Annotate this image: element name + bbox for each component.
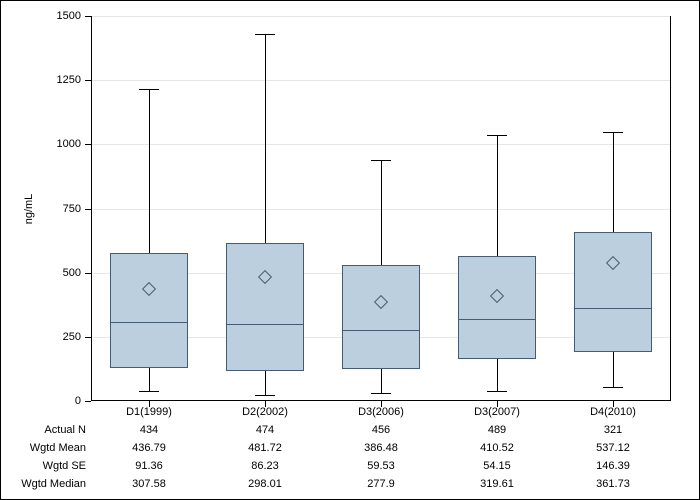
whisker-upper bbox=[613, 132, 614, 232]
x-category-label: D3(2006) bbox=[358, 406, 404, 418]
y-tick-label: 1000 bbox=[1, 138, 81, 150]
table-cell: 537.12 bbox=[596, 442, 630, 454]
whisker-cap-lower bbox=[139, 391, 159, 392]
whisker-upper bbox=[497, 135, 498, 256]
median-line bbox=[458, 319, 536, 320]
y-tick-label: 500 bbox=[1, 267, 81, 279]
x-category-label: D1(1999) bbox=[126, 406, 172, 418]
whisker-cap-upper bbox=[139, 89, 159, 90]
y-tick-mark bbox=[85, 273, 91, 274]
y-tick-mark bbox=[85, 16, 91, 17]
y-tick-mark bbox=[85, 209, 91, 210]
whisker-upper bbox=[265, 34, 266, 243]
table-cell: 298.01 bbox=[248, 478, 282, 490]
table-cell: 321 bbox=[604, 424, 622, 436]
y-tick-mark bbox=[85, 80, 91, 81]
y-tick-label: 0 bbox=[1, 395, 81, 407]
grid-line bbox=[92, 16, 670, 17]
box bbox=[342, 265, 420, 369]
table-row-label: Wgtd SE bbox=[1, 460, 86, 472]
y-tick-mark bbox=[85, 401, 91, 402]
table-cell: 436.79 bbox=[132, 442, 166, 454]
box bbox=[226, 243, 304, 371]
whisker-cap-upper bbox=[371, 160, 391, 161]
median-line bbox=[342, 330, 420, 331]
whisker-lower bbox=[149, 368, 150, 391]
whisker-lower bbox=[265, 371, 266, 395]
y-tick-mark bbox=[85, 144, 91, 145]
x-category-label: D4(2010) bbox=[590, 406, 636, 418]
table-cell: 434 bbox=[140, 424, 158, 436]
x-category-label: D3(2007) bbox=[474, 406, 520, 418]
y-tick-label: 1250 bbox=[1, 74, 81, 86]
median-line bbox=[226, 324, 304, 325]
whisker-upper bbox=[381, 160, 382, 265]
box bbox=[458, 256, 536, 359]
whisker-cap-upper bbox=[255, 34, 275, 35]
table-cell: 307.58 bbox=[132, 478, 166, 490]
whisker-cap-lower bbox=[371, 393, 391, 394]
y-tick-label: 750 bbox=[1, 203, 81, 215]
y-tick-mark bbox=[85, 337, 91, 338]
y-tick-label: 250 bbox=[1, 331, 81, 343]
table-cell: 481.72 bbox=[248, 442, 282, 454]
whisker-upper bbox=[149, 89, 150, 253]
table-cell: 489 bbox=[488, 424, 506, 436]
median-line bbox=[574, 308, 652, 309]
chart-frame: ng/mL 0250500750100012501500D1(1999)D2(2… bbox=[0, 0, 700, 500]
whisker-lower bbox=[497, 359, 498, 391]
whisker-cap-lower bbox=[487, 391, 507, 392]
y-tick-label: 1500 bbox=[1, 10, 81, 22]
table-cell: 456 bbox=[372, 424, 390, 436]
whisker-cap-upper bbox=[603, 132, 623, 133]
table-cell: 86.23 bbox=[251, 460, 279, 472]
table-cell: 54.15 bbox=[483, 460, 511, 472]
box bbox=[574, 232, 652, 353]
table-cell: 410.52 bbox=[480, 442, 514, 454]
table-cell: 474 bbox=[256, 424, 274, 436]
box bbox=[110, 253, 188, 368]
whisker-lower bbox=[613, 352, 614, 387]
whisker-lower bbox=[381, 369, 382, 393]
table-cell: 91.36 bbox=[135, 460, 163, 472]
median-line bbox=[110, 322, 188, 323]
whisker-cap-upper bbox=[487, 135, 507, 136]
whisker-cap-lower bbox=[255, 395, 275, 396]
table-row-label: Actual N bbox=[1, 424, 86, 436]
table-row-label: Wgtd Mean bbox=[1, 442, 86, 454]
whisker-cap-lower bbox=[603, 387, 623, 388]
table-cell: 319.61 bbox=[480, 478, 514, 490]
table-cell: 59.53 bbox=[367, 460, 395, 472]
table-cell: 386.48 bbox=[364, 442, 398, 454]
table-cell: 277.9 bbox=[367, 478, 395, 490]
table-cell: 146.39 bbox=[596, 460, 630, 472]
grid-line bbox=[92, 144, 670, 145]
table-cell: 361.73 bbox=[596, 478, 630, 490]
table-row-label: Wgtd Median bbox=[1, 478, 86, 490]
grid-line bbox=[92, 80, 670, 81]
x-category-label: D2(2002) bbox=[242, 406, 288, 418]
